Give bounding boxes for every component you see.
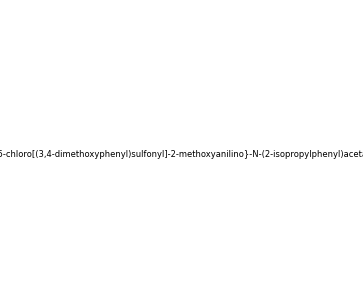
Text: 2-{5-chloro[(3,4-dimethoxyphenyl)sulfonyl]-2-methoxyanilino}-N-(2-isopropylpheny: 2-{5-chloro[(3,4-dimethoxyphenyl)sulfony…	[0, 149, 363, 159]
